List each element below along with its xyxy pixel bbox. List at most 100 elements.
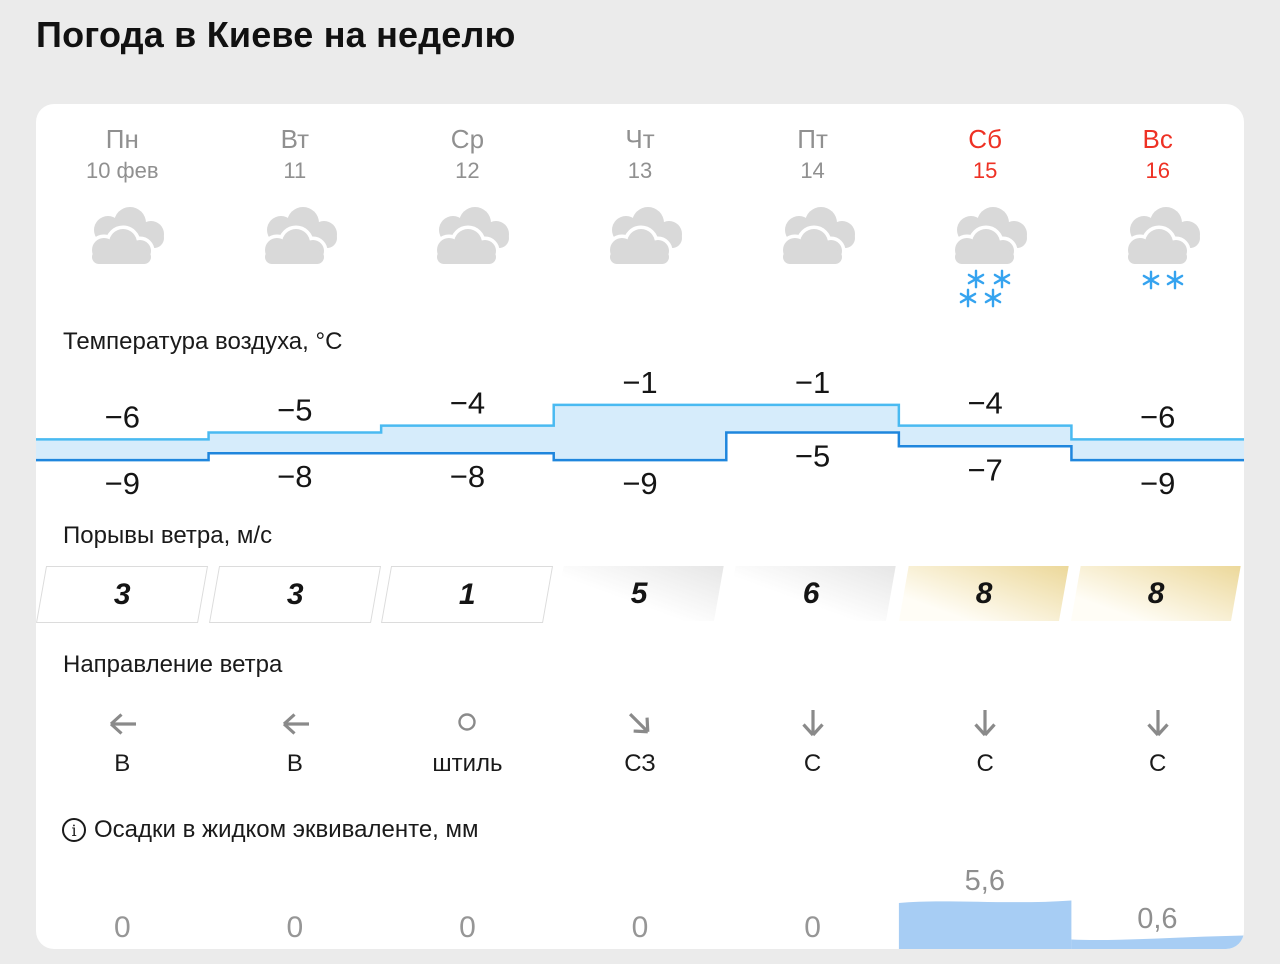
page-title: Погода в Киеве на неделю [36, 14, 516, 55]
overcast-cloud-icon [1124, 207, 1200, 268]
wind-gust-cell: 3 [36, 566, 209, 623]
wind-gust-value: 8 [975, 576, 993, 610]
day-header: Пн 10 фев [36, 124, 209, 184]
wind-direction-cell: штиль [381, 702, 554, 786]
wind-direction-label: С [976, 750, 994, 777]
temp-high-value: −1 [622, 365, 657, 400]
wind-gust-value: 6 [802, 576, 820, 610]
day-header: Ср 12 [381, 124, 554, 184]
wind-direction-arrow-icon [447, 702, 487, 746]
temp-low-value: −9 [105, 466, 140, 501]
temp-low-value: −7 [967, 452, 1002, 487]
day-date: 14 [800, 158, 825, 183]
wind-direction-cell: С [1071, 702, 1244, 786]
day-name: Сб [968, 124, 1002, 154]
day-name: Вт [280, 124, 310, 154]
wind-gust-cell: 5 [553, 566, 724, 621]
day-header: Вс 16 [1071, 124, 1244, 184]
day-header: Чт 13 [554, 124, 727, 184]
wind-gust-value: 8 [1147, 576, 1165, 610]
wind-direction-label: В [114, 750, 131, 777]
day-header: Сб 15 [899, 124, 1072, 184]
wind-gusts-row: 3 3 1 5 6 8 8 [36, 566, 1244, 623]
temp-low-value: −9 [622, 466, 657, 501]
precipitation-value: 5,6 [964, 865, 1005, 897]
precipitation-section-header: i Осадки в жидком эквиваленте, мм [61, 816, 479, 844]
day-date: 15 [972, 158, 998, 183]
precipitation-value [899, 912, 1072, 944]
precipitation-value: 0 [113, 911, 131, 944]
wind-gust-value: 3 [113, 577, 131, 611]
wind-gust-cell: 8 [898, 566, 1069, 621]
overcast-cloud-icon [433, 207, 510, 268]
temp-high-value: −6 [1140, 399, 1175, 434]
wind-gust-cell: 1 [381, 566, 554, 623]
temperature-section-label: Температура воздуха, °C [63, 328, 343, 355]
wind-direction-cell: В [36, 702, 209, 786]
day-header: Вт 11 [209, 124, 382, 184]
svg-text:i: i [71, 821, 76, 840]
wind-gust-cell: 6 [726, 566, 896, 621]
wind-direction-label: СЗ [624, 750, 656, 777]
temperature-chart: −6 −9 −5 −8 −4 −8 −1 −9 −1 −5 −4 −7 −6 −9 [36, 352, 1244, 512]
overcast-cloud-icon [606, 207, 682, 268]
wind-direction-label: В [286, 750, 303, 777]
precipitation-bars [36, 889, 1244, 949]
wind-direction-arrow-icon [620, 702, 660, 746]
wind-direction-label: С [803, 750, 822, 777]
temp-low-value: −9 [1140, 466, 1175, 501]
day-date: 12 [455, 158, 480, 183]
wind-direction-label: С [1149, 750, 1167, 777]
day-name: Ср [450, 124, 485, 154]
temp-low-value: −5 [795, 439, 830, 474]
precipitation-value: 0 [804, 911, 821, 944]
weather-icons-row [36, 200, 1244, 312]
weather-icon-cell [726, 200, 899, 312]
precipitation-value: 0 [631, 911, 649, 944]
weather-icon-cell [381, 200, 554, 312]
overcast-cloud-icon [88, 207, 165, 268]
precipitation-value: 0 [286, 911, 304, 944]
wind-gusts-section-label: Порывы ветра, м/с [63, 522, 273, 549]
wind-direction-section-label: Направление ветра [63, 651, 283, 678]
temp-high-value: −4 [450, 386, 485, 421]
wind-direction-cell: С [899, 702, 1072, 786]
weather-card: Пн 10 фев Вт 11 Ср 12 Чт 13 Пт 14 Сб 15 … [36, 104, 1244, 949]
weather-icon-cell [899, 200, 1072, 312]
wind-direction-cell: СЗ [554, 702, 727, 786]
wind-gust-cell: 8 [1071, 566, 1242, 621]
day-date: 13 [627, 158, 653, 183]
snowflakes-icon [1142, 270, 1184, 290]
overcast-cloud-icon [779, 207, 855, 268]
temp-low-value: −8 [277, 459, 312, 494]
wind-direction-arrow-icon [1138, 702, 1178, 746]
temp-high-value: −4 [967, 386, 1002, 421]
wind-direction-arrow-icon [793, 702, 833, 746]
days-header-row: Пн 10 фев Вт 11 Ср 12 Чт 13 Пт 14 Сб 15 … [36, 124, 1244, 184]
day-name: Пн [105, 124, 139, 154]
wind-gust-cell: 3 [208, 566, 381, 623]
wind-direction-label: штиль [432, 750, 503, 777]
day-name: Вс [1142, 124, 1173, 154]
wind-gust-value: 3 [286, 577, 303, 611]
precipitation-values-row: 0 0 0 0 0 [36, 912, 1244, 944]
day-header: Пт 14 [726, 124, 899, 184]
wind-direction-arrow-icon [965, 702, 1005, 746]
day-date: 10 фев [85, 158, 159, 183]
wind-direction-arrow-icon [275, 702, 315, 746]
weather-icon-cell [1071, 200, 1244, 312]
weather-icon-cell [554, 200, 727, 312]
overcast-cloud-icon [261, 207, 337, 268]
temp-low-value: −8 [450, 459, 485, 494]
snowflakes-icon [959, 269, 1011, 308]
day-name: Чт [625, 124, 655, 154]
precipitation-value: 0 [459, 911, 476, 944]
temp-high-value: −6 [105, 399, 140, 434]
weather-icon-cell [36, 200, 209, 312]
wind-direction-cell: В [209, 702, 382, 786]
info-icon[interactable]: i [61, 817, 87, 843]
day-date: 11 [283, 158, 307, 183]
weather-icon-cell [209, 200, 382, 312]
wind-direction-row: В В штиль СЗ С С С [36, 702, 1244, 786]
day-date: 16 [1145, 158, 1170, 183]
